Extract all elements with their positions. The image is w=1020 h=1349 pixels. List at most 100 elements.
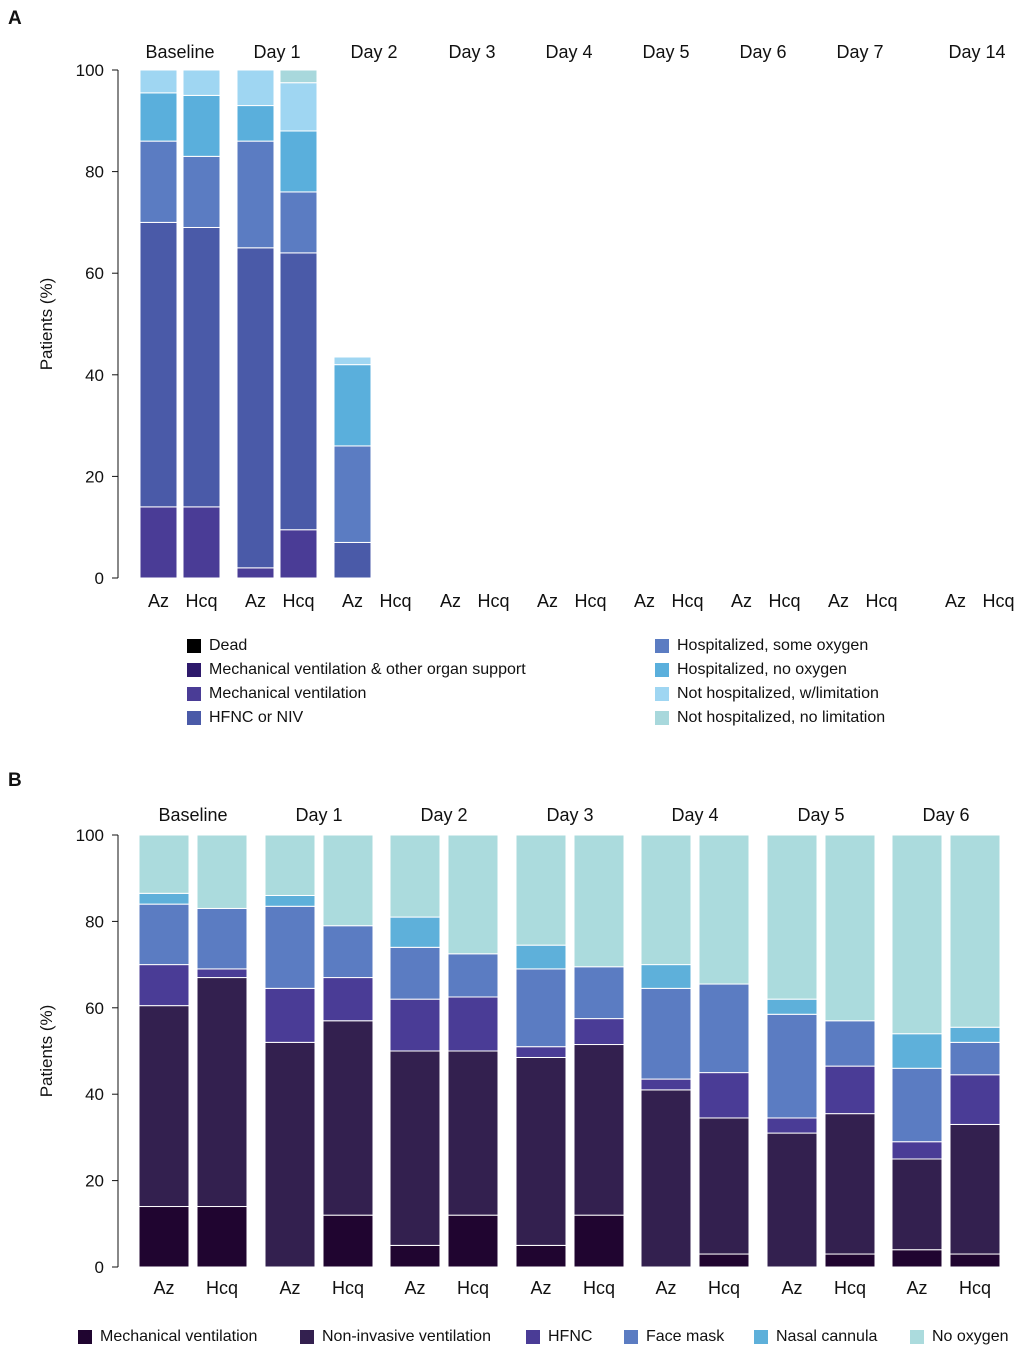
bar-label: Az xyxy=(245,591,266,611)
bar-segment xyxy=(891,1158,943,1251)
bar-segment xyxy=(640,1089,692,1268)
bar-segment xyxy=(196,1206,248,1268)
panel-a-letter: A xyxy=(8,8,22,29)
bar-segment xyxy=(766,834,818,1000)
legend-item: No oxygen xyxy=(910,1328,1009,1346)
bar-label: Hcq xyxy=(583,1278,615,1298)
bar-segment xyxy=(139,140,178,223)
group-label: Day 2 xyxy=(350,42,397,62)
bar-segment xyxy=(389,998,441,1052)
y-tick-label: 40 xyxy=(85,366,104,385)
bar-segment xyxy=(138,964,190,1007)
bar-label: Hcq xyxy=(982,591,1014,611)
bar-label: Az xyxy=(828,591,849,611)
bar-segment xyxy=(389,834,441,918)
legend-label: HFNC or NIV xyxy=(209,709,304,726)
bar-segment xyxy=(447,996,499,1052)
legend-item: Mechanical ventilation xyxy=(78,1328,257,1346)
bar-segment xyxy=(824,1020,876,1067)
legend-swatch xyxy=(187,639,201,653)
bar-segment xyxy=(333,541,372,579)
legend-swatch xyxy=(624,1330,638,1344)
bar-segment xyxy=(182,506,221,579)
bar-segment xyxy=(640,987,692,1080)
bar-label: Az xyxy=(634,591,655,611)
legend-item: HFNC xyxy=(526,1328,592,1346)
legend-item: Not hospitalized, no limitation xyxy=(655,709,885,727)
bar-segment xyxy=(824,1065,876,1115)
legend-swatch xyxy=(655,711,669,725)
legend-item: HFNC or NIV xyxy=(187,709,303,727)
group-label: Day 1 xyxy=(253,42,300,62)
bar-segment xyxy=(766,1132,818,1268)
bar-segment xyxy=(139,69,178,94)
legend-swatch xyxy=(655,687,669,701)
y-tick-label: 60 xyxy=(85,264,104,283)
legend-label: Not hospitalized, no limitation xyxy=(677,709,886,726)
bar-segment xyxy=(182,69,221,96)
legend-item: Mechanical ventilation & other organ sup… xyxy=(187,661,526,679)
y-tick-label: 20 xyxy=(85,467,104,486)
group-label: Day 14 xyxy=(948,42,1005,62)
bar-segment xyxy=(447,1214,499,1268)
bar-segment xyxy=(573,1044,625,1216)
bar-label: Hcq xyxy=(332,1278,364,1298)
group-label: Day 2 xyxy=(420,805,467,825)
bar-segment xyxy=(279,191,318,254)
legend-label: Face mask xyxy=(646,1328,725,1345)
bar-segment xyxy=(698,1117,750,1255)
legend-label: Hospitalized, some oxygen xyxy=(677,637,869,654)
bar-segment xyxy=(949,1074,1001,1125)
group-label: Baseline xyxy=(158,805,227,825)
bar-segment xyxy=(182,155,221,228)
bar-segment xyxy=(264,834,316,896)
y-tick-label: 100 xyxy=(76,61,104,80)
bar-segment xyxy=(138,1005,190,1208)
legend-a: Dead Mechanical ventilation & other organ… xyxy=(187,637,885,727)
legend-item: Nasal cannula xyxy=(754,1328,877,1346)
legend-label: Mechanical ventilation xyxy=(209,685,367,702)
chart-a: 0 20 40 60 80 100 Patients (%) Baseline Az Hcq Day… xyxy=(37,42,1015,611)
y-axis-label: Patients (%) xyxy=(37,1005,56,1098)
bar-label: Az xyxy=(906,1278,927,1298)
group-label: Day 5 xyxy=(797,805,844,825)
bar-label: Hcq xyxy=(206,1278,238,1298)
bar-segment xyxy=(196,977,248,1208)
legend-label: Not hospitalized, w/limitation xyxy=(677,685,879,702)
bar-segment xyxy=(824,834,876,1022)
bar-label: Az xyxy=(404,1278,425,1298)
panel-b-letter: B xyxy=(8,770,22,791)
legend-swatch xyxy=(655,663,669,677)
legend-swatch xyxy=(910,1330,924,1344)
group-label: Day 4 xyxy=(545,42,592,62)
bar-label: Hcq xyxy=(379,591,411,611)
bar-segment xyxy=(698,983,750,1074)
legend-label: Mechanical ventilation xyxy=(100,1328,258,1345)
bar-label: Az xyxy=(731,591,752,611)
legend-swatch xyxy=(187,663,201,677)
legend-item: Non-invasive ventilation xyxy=(300,1328,491,1346)
legend-label: HFNC xyxy=(548,1328,593,1345)
bar-segment xyxy=(447,834,499,955)
bar-segment xyxy=(236,140,275,249)
bar-segment xyxy=(196,907,248,970)
group-label: Day 3 xyxy=(448,42,495,62)
bar-label: Hcq xyxy=(185,591,217,611)
bar-segment xyxy=(698,834,750,985)
bar-label: Az xyxy=(440,591,461,611)
group-label: Day 6 xyxy=(739,42,786,62)
group-label: Day 3 xyxy=(546,805,593,825)
y-tick-label: 80 xyxy=(85,163,104,182)
bar-segment xyxy=(333,445,372,543)
bar-label: Hcq xyxy=(477,591,509,611)
bar-segment xyxy=(322,1020,374,1216)
bar-segment xyxy=(515,968,567,1048)
legend-item: Mechanical ventilation xyxy=(187,685,366,703)
y-tick-label: 40 xyxy=(85,1085,104,1104)
bar-label: Az xyxy=(153,1278,174,1298)
bar-segment xyxy=(333,364,372,447)
bar-segment xyxy=(891,834,943,1035)
y-tick-label: 0 xyxy=(95,569,104,588)
